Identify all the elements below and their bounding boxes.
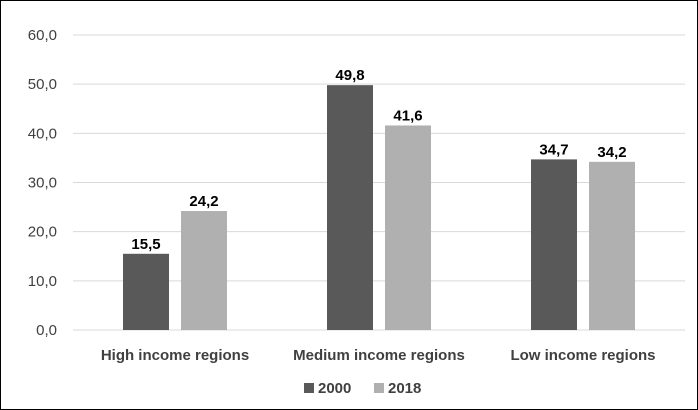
gridlines xyxy=(73,34,685,331)
data-label: 34,7 xyxy=(539,141,568,158)
data-label: 49,8 xyxy=(335,67,364,84)
legend-swatch-2000 xyxy=(304,383,314,393)
legend-label-2000: 2000 xyxy=(318,380,351,397)
data-label: 15,5 xyxy=(131,236,160,253)
bars xyxy=(123,85,635,331)
category-label: Medium income regions xyxy=(293,347,465,364)
data-label: 41,6 xyxy=(393,107,422,124)
bar-2018 xyxy=(589,161,635,330)
data-label: 24,2 xyxy=(189,193,218,210)
category-label: Low income regions xyxy=(510,347,655,364)
legend: 2000 2018 xyxy=(304,380,421,397)
bar-2018 xyxy=(181,211,227,330)
bar-2018 xyxy=(385,125,431,330)
y-tick-label: 60,0 xyxy=(28,27,57,44)
y-tick-label: 40,0 xyxy=(28,125,57,142)
category-label: High income regions xyxy=(101,347,249,364)
bar-2000 xyxy=(123,253,169,330)
bar-2000 xyxy=(531,159,577,330)
y-axis-ticks: 0,0 10,0 20,0 30,0 40,0 50,0 60,0 xyxy=(28,27,57,339)
y-tick-label: 30,0 xyxy=(28,175,57,192)
data-labels: 15,5 24,2 49,8 41,6 34,7 34,2 xyxy=(131,67,626,253)
data-label: 34,2 xyxy=(597,144,626,161)
y-tick-label: 0,0 xyxy=(36,322,57,339)
bar-2000 xyxy=(327,85,373,331)
legend-swatch-2018 xyxy=(374,383,384,393)
y-tick-label: 20,0 xyxy=(28,224,57,241)
y-tick-label: 50,0 xyxy=(28,76,57,93)
x-axis-categories: High income regions Medium income regions… xyxy=(101,347,656,364)
legend-label-2018: 2018 xyxy=(388,380,421,397)
y-tick-label: 10,0 xyxy=(28,273,57,290)
